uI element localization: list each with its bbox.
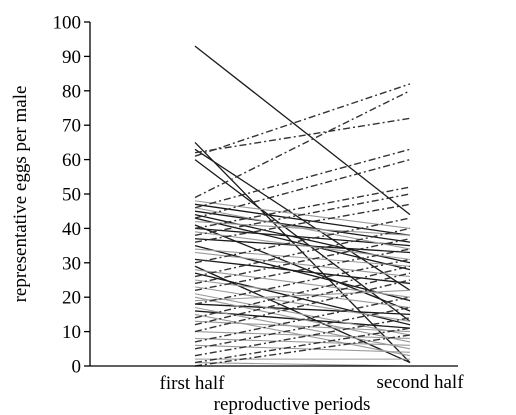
series-line-dashed [194, 148, 411, 209]
series-line-dashed [194, 117, 411, 154]
plot-lines [194, 45, 411, 367]
y-tick-label: 30 [62, 253, 81, 274]
series-line-dashed [194, 334, 411, 367]
x-tick-label: first half [160, 373, 226, 394]
y-tick-label: 60 [62, 150, 81, 171]
y-tick-label: 50 [62, 185, 81, 206]
x-axis: first half second half [90, 365, 464, 394]
y-tick-label: 10 [62, 322, 81, 343]
series-line-dashed [194, 203, 411, 243]
series-line-dark [194, 227, 411, 247]
series-line-dashed [194, 327, 411, 364]
series-line-dark [194, 217, 411, 271]
series-line-gray [194, 279, 411, 309]
series-line-gray [194, 251, 411, 278]
series-line-dashed [194, 227, 411, 278]
series-line-dashed [194, 186, 411, 230]
series-line-dashed [194, 193, 411, 236]
series-line-gray [194, 220, 411, 236]
series-line-dark [194, 258, 411, 285]
y-tick-label: 100 [53, 13, 82, 34]
series-line-dashed [194, 279, 411, 333]
series-line-dashed [194, 272, 411, 326]
y-axis: 0 10 20 30 40 50 60 70 80 90 100 [53, 13, 91, 378]
series-line-dashed [194, 317, 411, 357]
y-tick-label: 90 [62, 47, 81, 68]
y-tick-label: 20 [62, 288, 81, 309]
y-tick-label: 0 [72, 357, 82, 378]
series-line-dashed [194, 306, 411, 350]
series-line-gray [194, 331, 411, 340]
series-line-gray [194, 286, 411, 322]
y-axis-label: representative eggs per male [10, 86, 31, 303]
series-line-gray [194, 344, 411, 353]
series-line-dashed [194, 296, 411, 343]
series-line-dashed [194, 238, 411, 285]
series-line-dashed [194, 217, 411, 264]
x-tick-label: second half [376, 372, 464, 393]
series-line-gray [194, 269, 411, 298]
y-tick-label: 80 [62, 81, 81, 102]
series-line-dashed [194, 90, 411, 199]
series-line-dark [194, 203, 411, 236]
series-line-dark [194, 303, 411, 316]
series-line-dashed [194, 83, 411, 157]
series-line-gray [194, 248, 411, 267]
series-line-gray [194, 293, 411, 336]
series-line-dark [194, 45, 411, 216]
series-line-gray [194, 337, 411, 346]
y-tick-label: 70 [62, 116, 81, 137]
series-line-gray [194, 289, 411, 302]
series-line-dark [194, 224, 411, 312]
series-line-dashed [194, 158, 411, 219]
y-tick-label: 40 [62, 219, 81, 240]
x-axis-label: reproductive periods [214, 394, 371, 415]
series-line-dashed [194, 258, 411, 305]
series-line-dashed [194, 248, 411, 292]
series-line-dashed [194, 265, 411, 319]
